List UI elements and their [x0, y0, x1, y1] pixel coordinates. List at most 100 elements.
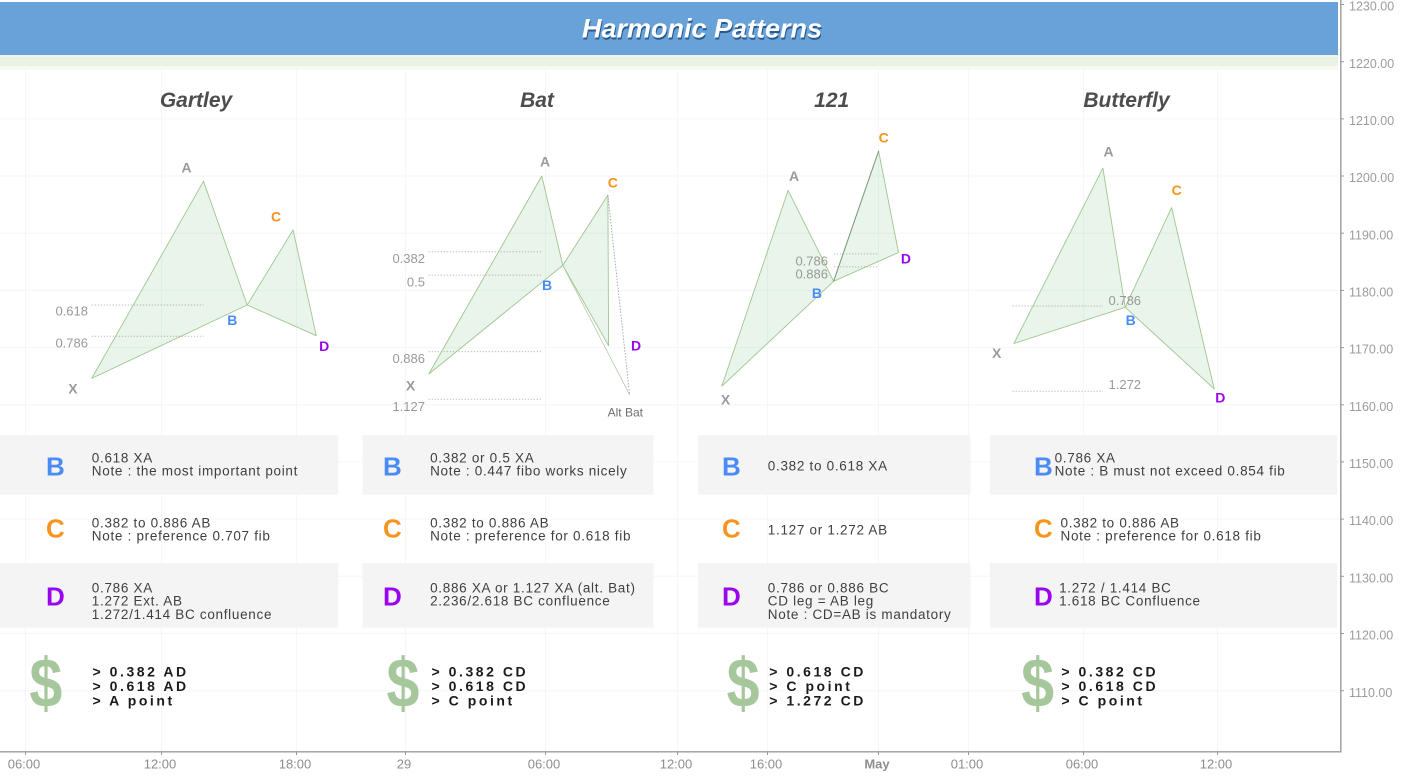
svg-text:0.786 or 0.886 BC: 0.786 or 0.886 BC: [768, 580, 889, 595]
svg-text:06:00: 06:00: [528, 757, 561, 772]
svg-text:18:00: 18:00: [279, 757, 312, 772]
svg-text:C: C: [271, 209, 281, 225]
svg-text:> C point: > C point: [1061, 692, 1144, 708]
svg-text:1180.00: 1180.00: [1349, 286, 1393, 300]
svg-text:$: $: [387, 645, 420, 722]
svg-text:0.618 XA: 0.618 XA: [92, 451, 153, 466]
svg-text:D: D: [1034, 582, 1053, 612]
svg-text:Harmonic Patterns: Harmonic Patterns: [582, 14, 822, 44]
svg-text:C: C: [608, 175, 618, 191]
svg-text:C: C: [1172, 182, 1182, 198]
svg-text:B: B: [383, 451, 402, 481]
svg-text:1190.00: 1190.00: [1349, 228, 1393, 242]
svg-text:0.786 XA: 0.786 XA: [92, 580, 153, 595]
svg-text:B: B: [227, 312, 237, 328]
svg-text:2.236/2.618 BC confluence: 2.236/2.618 BC confluence: [430, 594, 610, 609]
svg-text:12:00: 12:00: [660, 757, 693, 772]
svg-text:C: C: [46, 514, 65, 544]
svg-text:D: D: [901, 250, 911, 266]
svg-text:May: May: [864, 757, 890, 772]
svg-text:1130.00: 1130.00: [1349, 571, 1393, 585]
svg-text:D: D: [1215, 389, 1225, 405]
svg-text:06:00: 06:00: [8, 757, 41, 772]
svg-text:1210.00: 1210.00: [1349, 114, 1394, 128]
svg-text:A: A: [789, 168, 799, 184]
svg-text:0.382 to 0.886 AB: 0.382 to 0.886 AB: [1061, 516, 1180, 531]
svg-text:Note : B must not exceed 0.854: Note : B must not exceed 0.854 fib: [1055, 464, 1286, 479]
svg-text:0.382 to 0.886 AB: 0.382 to 0.886 AB: [430, 516, 549, 531]
svg-text:B: B: [812, 285, 822, 301]
svg-text:X: X: [721, 392, 731, 408]
svg-text:B: B: [46, 451, 65, 481]
svg-text:C: C: [383, 514, 402, 544]
svg-text:> C point: > C point: [769, 678, 852, 694]
svg-text:Note : the most important poin: Note : the most important point: [92, 464, 298, 479]
svg-text:$: $: [29, 645, 62, 722]
svg-text:D: D: [631, 337, 641, 353]
svg-text:> 0.382 CD: > 0.382 CD: [1061, 663, 1158, 679]
svg-text:> A point: > A point: [93, 692, 175, 708]
svg-text:12:00: 12:00: [1200, 757, 1233, 772]
svg-text:12:00: 12:00: [144, 757, 177, 772]
svg-text:0.886: 0.886: [795, 266, 828, 281]
svg-text:D: D: [722, 582, 741, 612]
svg-text:0.786: 0.786: [55, 336, 88, 351]
svg-text:Gartley: Gartley: [160, 89, 234, 112]
svg-text:Harmonic Patterns: Harmonic Patterns: [583, 16, 823, 46]
svg-text:B: B: [1034, 451, 1053, 481]
svg-text:16:00: 16:00: [750, 757, 783, 772]
svg-text:C: C: [722, 514, 741, 544]
svg-text:1.618 BC Confluence: 1.618 BC Confluence: [1059, 594, 1201, 609]
svg-text:> 0.618 CD: > 0.618 CD: [769, 663, 866, 679]
svg-text:Bat: Bat: [520, 89, 555, 112]
svg-text:1.127: 1.127: [392, 399, 425, 414]
svg-text:B: B: [1126, 312, 1136, 328]
svg-text:0.382 or 0.5 XA: 0.382 or 0.5 XA: [430, 451, 534, 466]
svg-text:C: C: [879, 130, 889, 146]
svg-text:Butterfly: Butterfly: [1083, 89, 1171, 112]
svg-text:D: D: [319, 338, 329, 354]
svg-text:X: X: [992, 345, 1002, 361]
svg-text:$: $: [1021, 645, 1054, 722]
svg-text:A: A: [540, 154, 550, 170]
svg-text:Note : CD=AB is mandatory: Note : CD=AB is mandatory: [768, 607, 952, 622]
svg-text:> 0.618 CD: > 0.618 CD: [1061, 678, 1158, 694]
svg-text:Note : preference 0.707 fib: Note : preference 0.707 fib: [92, 529, 271, 544]
svg-text:1.272/1.414 BC confluence: 1.272/1.414 BC confluence: [92, 607, 272, 622]
svg-text:> 1.272 CD: > 1.272 CD: [769, 692, 866, 708]
svg-text:Alt Bat: Alt Bat: [608, 405, 644, 419]
svg-text:B: B: [542, 277, 552, 293]
svg-text:> C point: > C point: [432, 692, 515, 708]
svg-text:> 0.382 AD: > 0.382 AD: [93, 663, 189, 679]
svg-text:1150.00: 1150.00: [1349, 457, 1393, 471]
svg-text:CD leg = AB leg: CD leg = AB leg: [768, 594, 874, 609]
svg-text:$: $: [727, 645, 760, 722]
svg-text:0.382 to 0.886 AB: 0.382 to 0.886 AB: [92, 516, 211, 531]
svg-text:D: D: [383, 582, 402, 612]
svg-text:1.272 Ext. AB: 1.272 Ext. AB: [92, 594, 183, 609]
svg-text:1140.00: 1140.00: [1349, 514, 1393, 528]
svg-text:1.127 or 1.272 AB: 1.127 or 1.272 AB: [768, 523, 888, 538]
svg-text:0.5: 0.5: [407, 275, 425, 290]
svg-text:A: A: [1103, 144, 1113, 160]
svg-text:> 0.382 CD: > 0.382 CD: [432, 663, 529, 679]
svg-text:1.272 / 1.414 BC: 1.272 / 1.414 BC: [1059, 580, 1172, 595]
svg-text:1120.00: 1120.00: [1349, 629, 1393, 643]
svg-text:X: X: [68, 381, 78, 397]
svg-text:1200.00: 1200.00: [1349, 171, 1394, 185]
svg-text:1.272: 1.272: [1109, 377, 1142, 392]
svg-text:0.382 to 0.618 XA: 0.382 to 0.618 XA: [768, 459, 888, 474]
svg-text:C: C: [1034, 514, 1053, 544]
svg-text:29: 29: [397, 757, 411, 772]
svg-text:0.618: 0.618: [55, 304, 88, 319]
svg-text:> 0.618 AD: > 0.618 AD: [93, 678, 189, 694]
svg-text:0.786: 0.786: [1109, 293, 1142, 308]
svg-text:X: X: [406, 377, 416, 393]
svg-text:D: D: [46, 582, 65, 612]
svg-text:0.786 XA: 0.786 XA: [1055, 451, 1116, 466]
svg-text:Note : 0.447 fibo works nicely: Note : 0.447 fibo works nicely: [430, 464, 627, 479]
svg-text:Note : preference for 0.618 fi: Note : preference for 0.618 fib: [430, 529, 631, 544]
svg-text:0.786: 0.786: [795, 253, 828, 268]
svg-text:Note : preference for 0.618 fi: Note : preference for 0.618 fib: [1061, 529, 1262, 544]
svg-text:01:00: 01:00: [951, 757, 984, 772]
